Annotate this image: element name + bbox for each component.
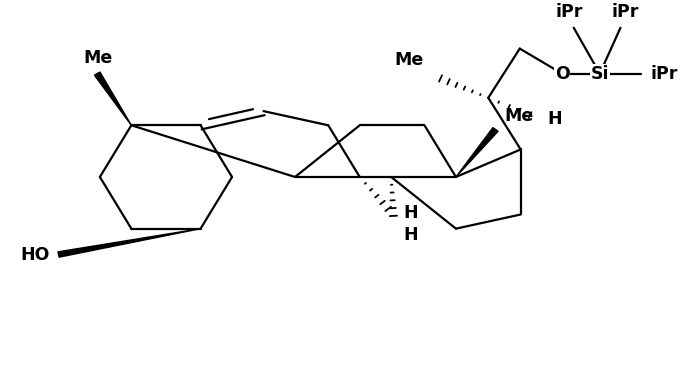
Polygon shape xyxy=(456,128,498,177)
Text: iPr: iPr xyxy=(611,3,639,21)
Text: O: O xyxy=(555,65,569,82)
Text: Me: Me xyxy=(394,51,423,69)
Text: H: H xyxy=(403,204,418,222)
Text: Me: Me xyxy=(504,107,534,125)
Text: Me: Me xyxy=(84,49,113,67)
Text: iPr: iPr xyxy=(650,65,678,82)
Text: H: H xyxy=(547,110,563,128)
Polygon shape xyxy=(95,72,131,125)
Text: HO: HO xyxy=(20,245,49,263)
Text: H: H xyxy=(403,226,418,244)
Text: Si: Si xyxy=(591,65,609,82)
Polygon shape xyxy=(58,229,200,257)
Text: iPr: iPr xyxy=(556,3,583,21)
